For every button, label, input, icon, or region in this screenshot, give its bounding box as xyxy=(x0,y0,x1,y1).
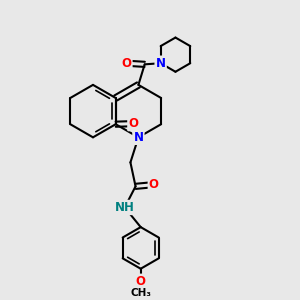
Text: CH₃: CH₃ xyxy=(130,288,151,298)
Text: NH: NH xyxy=(115,201,135,214)
Text: N: N xyxy=(156,57,166,70)
Text: O: O xyxy=(128,117,138,130)
Text: O: O xyxy=(149,178,159,191)
Text: O: O xyxy=(122,57,131,70)
Text: N: N xyxy=(134,131,143,144)
Text: O: O xyxy=(136,275,146,288)
